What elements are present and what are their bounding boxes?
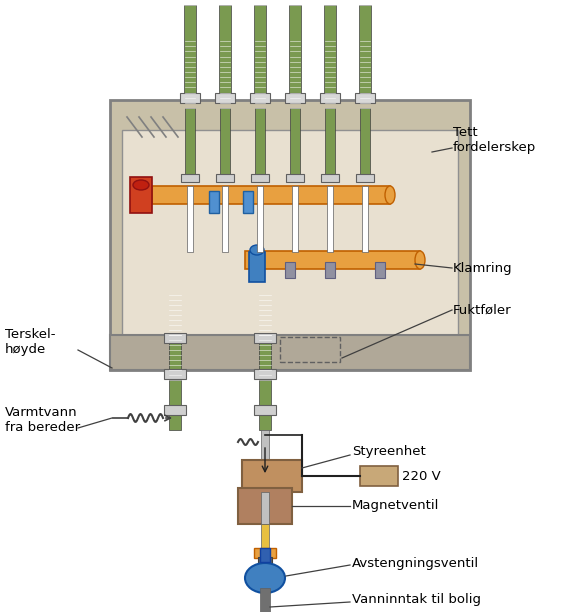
- Bar: [255, 108, 265, 180]
- Bar: [356, 174, 374, 182]
- Bar: [261, 524, 269, 556]
- Bar: [245, 251, 420, 269]
- Bar: [260, 548, 270, 562]
- Bar: [254, 333, 276, 343]
- Bar: [257, 186, 263, 252]
- Ellipse shape: [245, 563, 285, 593]
- Bar: [122, 130, 458, 358]
- Bar: [321, 174, 339, 182]
- Bar: [130, 177, 152, 213]
- Text: Fuktføler: Fuktføler: [453, 304, 512, 316]
- Ellipse shape: [133, 180, 149, 190]
- Bar: [219, 5, 231, 100]
- Text: Klamring: Klamring: [453, 261, 513, 275]
- Text: Styreenhet: Styreenhet: [352, 446, 426, 458]
- Bar: [164, 333, 186, 343]
- Bar: [209, 191, 219, 213]
- Bar: [285, 93, 305, 103]
- Ellipse shape: [385, 186, 395, 204]
- Bar: [254, 548, 276, 558]
- Bar: [325, 108, 335, 180]
- Bar: [359, 5, 371, 100]
- Bar: [327, 186, 333, 252]
- Bar: [185, 108, 195, 180]
- Bar: [242, 460, 302, 492]
- Bar: [375, 262, 385, 278]
- Bar: [325, 262, 335, 278]
- Bar: [238, 488, 292, 524]
- Bar: [169, 380, 181, 430]
- Bar: [220, 108, 230, 180]
- Bar: [184, 5, 196, 100]
- Bar: [292, 186, 298, 252]
- Bar: [181, 174, 199, 182]
- Bar: [254, 5, 266, 100]
- Bar: [260, 588, 270, 612]
- Bar: [254, 405, 276, 415]
- Bar: [360, 108, 370, 180]
- Bar: [152, 186, 390, 204]
- Text: Terskel-
høyde: Terskel- høyde: [5, 328, 56, 356]
- Text: 220 V: 220 V: [402, 469, 441, 482]
- Text: Vanninntak til bolig: Vanninntak til bolig: [352, 594, 481, 606]
- Bar: [320, 93, 340, 103]
- Bar: [110, 100, 470, 370]
- Bar: [360, 466, 398, 486]
- Bar: [110, 335, 470, 370]
- Bar: [216, 174, 234, 182]
- Bar: [261, 492, 269, 524]
- Ellipse shape: [415, 251, 425, 269]
- Bar: [362, 186, 368, 252]
- Ellipse shape: [250, 245, 264, 255]
- Bar: [222, 186, 228, 252]
- Bar: [355, 93, 375, 103]
- Bar: [164, 405, 186, 415]
- Text: Varmtvann
fra bereder: Varmtvann fra bereder: [5, 406, 80, 434]
- Bar: [286, 174, 304, 182]
- Text: Avstengningsventil: Avstengningsventil: [352, 556, 479, 570]
- Bar: [187, 186, 193, 252]
- Bar: [164, 369, 186, 379]
- Bar: [180, 93, 200, 103]
- Bar: [259, 335, 271, 380]
- Bar: [250, 93, 270, 103]
- Bar: [169, 335, 181, 380]
- Bar: [285, 262, 295, 278]
- Bar: [280, 337, 340, 362]
- Bar: [290, 108, 300, 180]
- Bar: [215, 93, 235, 103]
- Text: Tett
fordelerskep: Tett fordelerskep: [453, 126, 536, 154]
- Bar: [261, 430, 269, 460]
- Bar: [289, 5, 301, 100]
- Bar: [254, 369, 276, 379]
- Bar: [251, 174, 269, 182]
- Text: Magnetventil: Magnetventil: [352, 499, 440, 512]
- Bar: [324, 5, 336, 100]
- Bar: [259, 380, 271, 430]
- Bar: [243, 191, 253, 213]
- Bar: [249, 252, 265, 282]
- Bar: [258, 557, 272, 563]
